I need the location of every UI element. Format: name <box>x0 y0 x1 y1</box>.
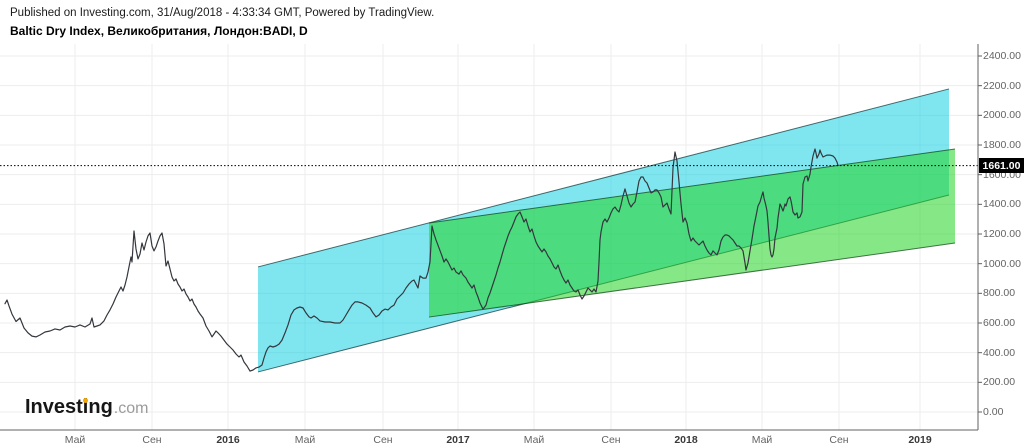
green-trend-channel <box>429 149 955 318</box>
green-trend-channel-upper-line <box>428 148 956 224</box>
investing-logo-suffix: .com <box>113 400 149 417</box>
time-tick-label: Сен <box>373 434 393 446</box>
cyan-trend-channel-upper-line <box>257 88 950 268</box>
time-tick-label: Май <box>294 434 316 446</box>
price-tick-label: 1800.00 <box>983 139 1021 151</box>
time-tick-label: 2019 <box>908 434 932 446</box>
time-tick-label: Сен <box>829 434 849 446</box>
logo-orange-dot-icon <box>82 398 88 403</box>
investing-logo: Investing .com <box>25 396 148 419</box>
price-tick-label: 1200.00 <box>983 228 1021 240</box>
price-tick-label: 2000.00 <box>983 109 1021 122</box>
time-tick-label: Май <box>523 434 545 446</box>
price-tick-label: 200.00 <box>983 376 1016 389</box>
price-tick-label: 1000.00 <box>983 257 1021 270</box>
time-tick-label: 2018 <box>674 434 698 446</box>
price-tick-label: 600.00 <box>983 317 1016 329</box>
price-tick-label: 2400.00 <box>983 50 1021 62</box>
time-tick-label: Май <box>751 434 773 446</box>
time-tick-label: 2016 <box>216 434 240 446</box>
price-tick-label: 400.00 <box>983 346 1016 359</box>
published-line: Published on Investing.com, 31/Aug/2018 … <box>10 7 435 19</box>
price-tick-label: 1400.00 <box>983 198 1021 211</box>
chart-title: Baltic Dry Index, Великобритания, Лондон… <box>10 24 308 38</box>
last-price-tag: 1661.00 <box>979 158 1024 173</box>
time-tick-label: Сен <box>601 434 621 446</box>
investing-logo-text: Investing <box>25 396 113 418</box>
time-tick-label: Сен <box>142 434 162 446</box>
price-tick-label: 800.00 <box>983 287 1016 300</box>
price-tick-label: 2200.00 <box>983 79 1021 92</box>
time-tick-label: Май <box>64 434 86 446</box>
price-line <box>4 148 839 372</box>
green-trend-channel-lower-line <box>428 242 956 318</box>
price-tick-label: 0.00 <box>983 406 1004 418</box>
time-tick-label: 2017 <box>446 434 470 446</box>
last-price-value: 1661.00 <box>982 159 1021 172</box>
